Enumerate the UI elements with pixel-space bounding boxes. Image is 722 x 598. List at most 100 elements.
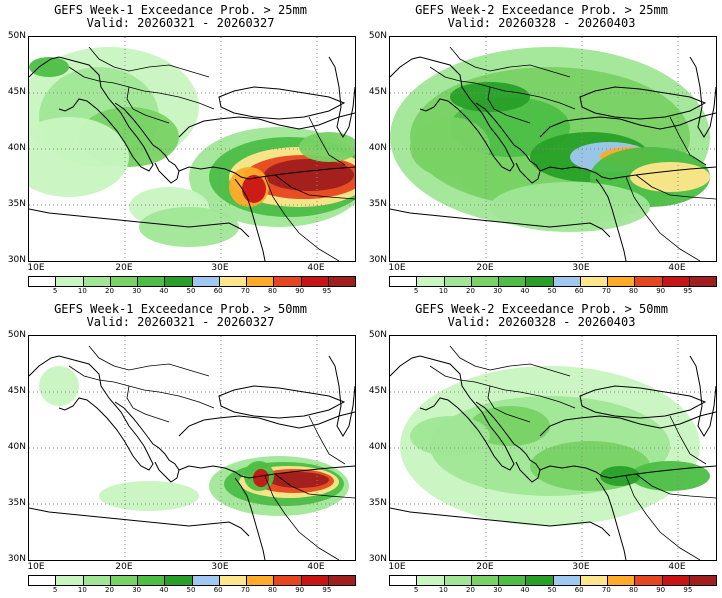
coastline	[178, 166, 355, 180]
country-border	[669, 415, 707, 465]
colorbar-label: 80	[268, 287, 277, 295]
coastline	[218, 86, 346, 120]
colorbar-label: 50	[547, 287, 557, 295]
colorbar-swatch	[689, 277, 716, 286]
probability-contour	[460, 157, 540, 197]
colorbar-swatch	[608, 576, 636, 585]
map-plot-area	[28, 36, 356, 262]
colorbar-label: 60	[574, 586, 584, 594]
colorbar-swatch	[499, 576, 527, 585]
y-tick-label: 30N	[368, 255, 387, 265]
colorbar-label: 50	[186, 287, 196, 295]
coastline	[29, 507, 250, 537]
colorbar	[28, 575, 356, 586]
colorbar-label: 20	[105, 287, 114, 295]
x-tick-label: 10E	[388, 263, 406, 273]
colorbar-swatch	[553, 576, 581, 585]
y-tick-label: 50N	[7, 330, 26, 340]
y-tick-label: 45N	[368, 386, 387, 396]
probability-contour	[490, 182, 650, 232]
colorbar-label: 80	[629, 287, 638, 295]
colorbar-labels: 5 10 20 30 40 50 60 70 80 90 95	[28, 287, 354, 297]
map-plot-area	[389, 335, 717, 561]
country-border	[308, 116, 346, 166]
panel-valid-dates: Valid: 20260321 - 20260327	[86, 315, 275, 329]
colorbar-swatch	[662, 576, 690, 585]
colorbar-label: 50	[547, 586, 557, 594]
panel-title: GEFS Week-1 Exceedance Prob. > 25mm	[54, 3, 307, 17]
colorbar-swatch	[301, 576, 329, 585]
y-tick-label: 45N	[7, 386, 26, 396]
colorbar-swatch	[553, 277, 581, 286]
colorbar-label: 80	[629, 586, 638, 594]
colorbar-label: 10	[77, 586, 87, 594]
coastline	[234, 477, 266, 560]
map-panel-week2-25mm: GEFS Week-2 Exceedance Prob. > 25mm Valid…	[361, 0, 722, 299]
y-tick-label: 45N	[368, 87, 387, 97]
colorbar-label: 95	[322, 287, 332, 295]
x-tick-label: 20E	[115, 562, 133, 572]
probability-contour	[29, 57, 69, 77]
colorbar-swatch	[29, 576, 57, 585]
colorbar-swatch	[138, 277, 166, 286]
colorbar-swatch	[471, 576, 499, 585]
country-border	[264, 475, 340, 560]
country-border	[88, 345, 210, 377]
x-tick-label: 40E	[668, 562, 686, 572]
probability-map	[29, 336, 355, 560]
probability-contour	[630, 461, 710, 491]
coastline	[539, 112, 716, 138]
colorbar-label: 10	[438, 586, 448, 594]
probability-contour	[99, 481, 199, 511]
coastline	[178, 465, 355, 479]
panel-valid-dates: Valid: 20260321 - 20260327	[86, 16, 275, 30]
coastline	[539, 465, 716, 479]
country-border	[274, 473, 355, 499]
coastline	[689, 56, 716, 138]
coastline	[539, 411, 716, 437]
country-border	[449, 46, 571, 78]
colorbar	[389, 575, 717, 586]
colorbar-swatch	[192, 277, 220, 286]
country-border	[429, 66, 576, 110]
colorbar-swatch	[662, 277, 690, 286]
colorbar-label: 80	[268, 586, 277, 594]
colorbar-label: 20	[466, 287, 475, 295]
colorbar-label: 90	[656, 287, 666, 295]
country-border	[308, 415, 346, 465]
x-tick-label: 30E	[572, 263, 590, 273]
colorbar-label: 10	[77, 287, 87, 295]
country-border	[487, 385, 531, 423]
colorbar-label: 30	[132, 586, 142, 594]
panel-valid-dates: Valid: 20260328 - 20260403	[447, 315, 636, 329]
colorbar-label: 70	[240, 586, 250, 594]
panel-title: GEFS Week-2 Exceedance Prob. > 25mm	[415, 3, 668, 17]
coastline	[539, 166, 716, 180]
colorbar-swatch	[247, 277, 275, 286]
colorbar-swatch	[635, 576, 663, 585]
colorbar-label: 70	[601, 287, 611, 295]
probability-map	[29, 37, 355, 261]
country-border	[264, 176, 340, 261]
colorbar-labels: 5 10 20 30 40 50 60 70 80 90 95	[389, 586, 715, 596]
coastline	[328, 355, 355, 437]
colorbar-labels: 5 10 20 30 40 50 60 70 80 90 95	[389, 287, 715, 297]
y-tick-label: 40N	[7, 143, 26, 153]
colorbar-label: 10	[438, 287, 448, 295]
colorbar-swatch	[110, 277, 138, 286]
country-border	[68, 365, 215, 409]
colorbar-swatch	[471, 277, 499, 286]
y-tick-label: 35N	[368, 498, 387, 508]
x-tick-label: 40E	[307, 562, 325, 572]
country-border	[635, 174, 716, 200]
probability-contour	[242, 175, 266, 203]
x-tick-label: 30E	[572, 562, 590, 572]
x-tick-label: 10E	[27, 562, 45, 572]
colorbar-label: 60	[213, 287, 223, 295]
country-border	[126, 86, 170, 124]
colorbar-label: 5	[52, 287, 58, 295]
colorbar-label: 5	[413, 287, 419, 295]
colorbar-swatch	[165, 277, 193, 286]
colorbar-swatch	[689, 576, 716, 585]
colorbar-label: 90	[295, 586, 305, 594]
